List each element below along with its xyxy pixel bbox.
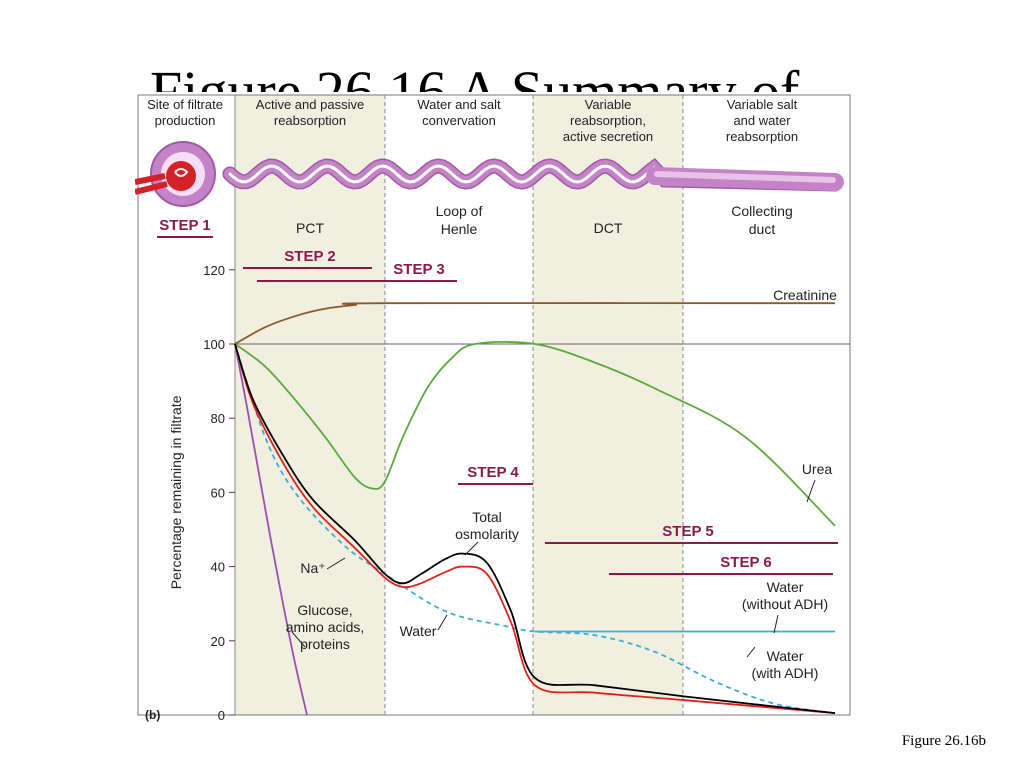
y-tick-label: 80 <box>211 411 225 426</box>
segment-shade-1 <box>235 95 385 715</box>
label-water-without-adh: Water <box>767 579 804 595</box>
step-label-2: STEP 2 <box>284 248 335 265</box>
label-glucose: proteins <box>300 636 350 652</box>
series-line-total-osmolarity <box>234 343 836 714</box>
label-water-with-adh: (with ADH) <box>752 665 819 681</box>
segment-name-1: PCT <box>296 220 324 236</box>
label-na: Na⁺ <box>300 560 325 576</box>
label-total-osmolarity: Total <box>472 509 502 525</box>
segment-header-4: Variable salt <box>727 97 798 112</box>
y-tick-label: 100 <box>203 337 225 352</box>
segment-header-4: reabsorption <box>726 129 798 144</box>
segment-name-4: duct <box>749 221 776 237</box>
segment-header-3: active secretion <box>563 129 653 144</box>
segment-header-1: reabsorption <box>274 113 346 128</box>
glomerulus-highlight <box>174 168 189 177</box>
y-tick-label: 60 <box>211 485 225 500</box>
label-water-with-adh: Water <box>767 648 804 664</box>
y-axis-label: Percentage remaining in filtrate <box>168 395 184 589</box>
y-tick-label: 40 <box>211 560 225 575</box>
segment-header-2: convervation <box>422 113 496 128</box>
leader-total-osmolarity <box>464 541 479 556</box>
segment-header-3: reabsorption, <box>570 113 646 128</box>
segment-header-2: Water and salt <box>417 97 501 112</box>
label-water-without-adh: (without ADH) <box>742 596 828 612</box>
segment-name-3: DCT <box>594 220 623 236</box>
step-label-3: STEP 3 <box>393 261 444 278</box>
segment-header-4: and water <box>733 113 791 128</box>
segment-header-1: Active and passive <box>256 97 364 112</box>
leader-urea <box>806 479 816 503</box>
leader-water-without-adh <box>773 614 779 634</box>
leader-glucose <box>291 631 306 648</box>
leader-na <box>326 557 346 570</box>
leader-water <box>437 614 448 631</box>
label-water: Water <box>400 623 437 639</box>
segment-header-3: Variable <box>585 97 632 112</box>
segment-header-0: Site of filtrate <box>147 97 223 112</box>
y-tick-label: 20 <box>211 634 225 649</box>
y-tick-label: 120 <box>203 263 225 278</box>
figure-frame <box>137 94 851 716</box>
segment-header-0: production <box>155 113 216 128</box>
segment-name-2: Loop of <box>436 203 483 219</box>
tubule-lumen <box>228 164 837 186</box>
segment-name-2: Henle <box>441 221 478 237</box>
segment-shade-3 <box>533 95 683 715</box>
figure-caption: Figure 26.16b <box>901 733 986 749</box>
y-tick-label: 0 <box>218 708 225 722</box>
nephron-figure: Site of filtrate production Active and pas… <box>135 92 853 722</box>
label-creatinine: Creatinine <box>773 287 837 303</box>
series-line-water-with-adh- <box>234 343 836 714</box>
collecting-duct-highlight <box>654 171 836 183</box>
panel-label: (b) <box>145 708 160 722</box>
label-total-osmolarity: osmolarity <box>455 526 519 542</box>
series-line-na- <box>234 343 836 714</box>
step-label-5: STEP 5 <box>662 523 713 540</box>
series-line-creatinine <box>234 302 836 345</box>
step-label-4: STEP 4 <box>467 464 519 481</box>
segment-name-4: Collecting <box>731 203 792 219</box>
label-glucose: amino acids, <box>286 619 365 635</box>
label-glucose: Glucose, <box>297 602 352 618</box>
series-line-glucose-amino-acids-proteins <box>234 343 308 716</box>
leader-water-with-adh <box>746 646 756 658</box>
afferent-efferent-arterioles <box>135 173 168 195</box>
series-line-urea <box>234 341 836 527</box>
step-label-6: STEP 6 <box>720 554 771 571</box>
label-urea: Urea <box>802 461 833 477</box>
step-label-1: STEP 1 <box>159 217 210 234</box>
